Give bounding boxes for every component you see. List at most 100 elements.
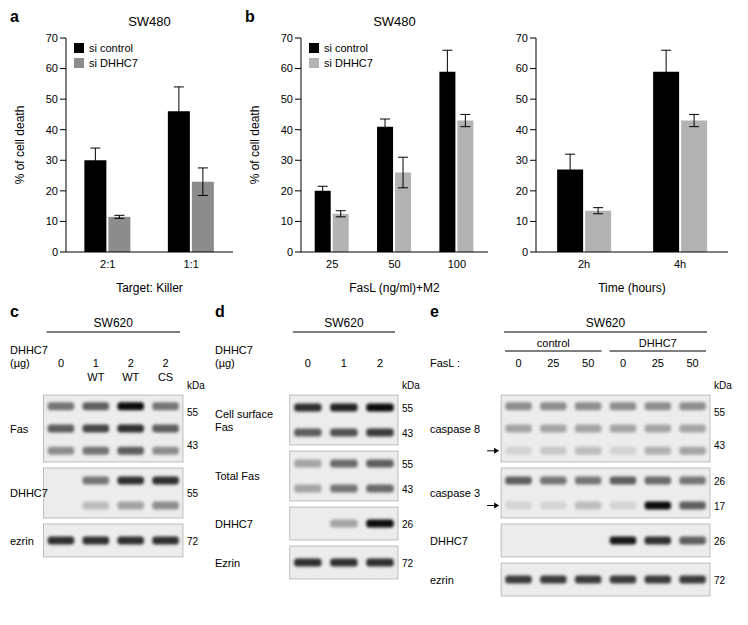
svg-text:17: 17 <box>714 501 726 512</box>
svg-text:Ezrin: Ezrin <box>215 557 240 569</box>
svg-text:43: 43 <box>402 428 414 439</box>
svg-text:2: 2 <box>128 357 134 369</box>
svg-text:70: 70 <box>46 32 58 44</box>
svg-text:DHHC7: DHHC7 <box>10 487 48 499</box>
svg-text:c: c <box>10 303 19 320</box>
svg-text:0: 0 <box>58 357 64 369</box>
svg-text:DHHC7: DHHC7 <box>430 535 468 547</box>
svg-text:0: 0 <box>52 246 58 258</box>
svg-text:FasL (ng/ml)+M2: FasL (ng/ml)+M2 <box>349 281 440 295</box>
svg-text:20: 20 <box>281 185 293 197</box>
svg-text:40: 40 <box>46 124 58 136</box>
svg-text:50: 50 <box>46 93 58 105</box>
svg-text:CS: CS <box>158 371 173 383</box>
svg-text:50: 50 <box>516 93 528 105</box>
svg-text:DHHC7: DHHC7 <box>215 344 253 356</box>
svg-text:50: 50 <box>388 258 400 270</box>
html-text:SW480: SW480 <box>373 14 416 29</box>
svg-text:e: e <box>430 303 439 320</box>
svg-text:Target: Killer: Target: Killer <box>116 281 183 295</box>
svg-text:DHHC7: DHHC7 <box>215 518 253 530</box>
svg-text:% of cell death: % of cell death <box>13 106 27 185</box>
svg-text:SW620: SW620 <box>324 316 364 330</box>
svg-text:43: 43 <box>402 484 414 495</box>
svg-text:10: 10 <box>46 215 58 227</box>
svg-text:30: 30 <box>281 154 293 166</box>
svg-text:0: 0 <box>515 357 521 369</box>
svg-text:kDa: kDa <box>187 380 205 391</box>
svg-text:0: 0 <box>287 246 293 258</box>
svg-text:25: 25 <box>326 258 338 270</box>
svg-text:70: 70 <box>516 32 528 44</box>
svg-text:50: 50 <box>686 357 698 369</box>
svg-text:2h: 2h <box>578 258 590 270</box>
svg-text:Total Fas: Total Fas <box>215 470 260 482</box>
svg-text:55: 55 <box>402 403 414 414</box>
svg-text:SW620: SW620 <box>586 316 626 330</box>
svg-text:DHHC7: DHHC7 <box>639 337 677 349</box>
svg-text:40: 40 <box>281 124 293 136</box>
svg-text:26: 26 <box>402 519 414 530</box>
svg-text:10: 10 <box>516 215 528 227</box>
svg-text:1:1: 1:1 <box>184 258 199 270</box>
svg-text:WT: WT <box>122 371 139 383</box>
svg-text:50: 50 <box>281 93 293 105</box>
svg-text:26: 26 <box>714 476 726 487</box>
svg-text:43: 43 <box>714 440 726 451</box>
svg-text:0: 0 <box>522 246 528 258</box>
svg-text:Cell surface: Cell surface <box>215 408 273 420</box>
svg-text:1: 1 <box>93 357 99 369</box>
svg-text:20: 20 <box>516 185 528 197</box>
svg-text:(µg): (µg) <box>10 357 30 369</box>
svg-text:% of cell death: % of cell death <box>248 106 262 185</box>
svg-text:FasL :: FasL : <box>430 357 460 369</box>
svg-text:25: 25 <box>652 357 664 369</box>
svg-text:(µg): (µg) <box>215 357 235 369</box>
svg-text:100: 100 <box>448 258 466 270</box>
svg-text:30: 30 <box>516 154 528 166</box>
svg-text:Time (hours): Time (hours) <box>598 281 666 295</box>
svg-text:caspase 3: caspase 3 <box>430 487 480 499</box>
svg-text:SW620: SW620 <box>94 316 134 330</box>
svg-text:kDa: kDa <box>402 380 420 391</box>
svg-text:55: 55 <box>187 488 199 499</box>
svg-text:ezrin: ezrin <box>430 574 454 586</box>
svg-text:43: 43 <box>187 440 199 451</box>
svg-text:50: 50 <box>582 357 594 369</box>
svg-text:10: 10 <box>281 215 293 227</box>
svg-text:55: 55 <box>402 459 414 470</box>
svg-text:60: 60 <box>516 62 528 74</box>
svg-text:70: 70 <box>281 32 293 44</box>
svg-text:60: 60 <box>281 62 293 74</box>
svg-text:4h: 4h <box>674 258 686 270</box>
svg-text:26: 26 <box>714 536 726 547</box>
svg-text:Fas: Fas <box>10 423 29 435</box>
svg-text:WT: WT <box>87 371 104 383</box>
svg-text:72: 72 <box>714 575 726 586</box>
svg-text:72: 72 <box>187 536 199 547</box>
svg-text:72: 72 <box>402 558 414 569</box>
svg-text:25: 25 <box>547 357 559 369</box>
svg-text:40: 40 <box>516 124 528 136</box>
svg-text:d: d <box>215 303 225 320</box>
svg-text:DHHC7: DHHC7 <box>10 344 48 356</box>
svg-text:Fas: Fas <box>215 421 234 433</box>
svg-text:2:1: 2:1 <box>100 258 115 270</box>
svg-text:2: 2 <box>163 357 169 369</box>
svg-text:caspase 8: caspase 8 <box>430 423 480 435</box>
svg-text:60: 60 <box>46 62 58 74</box>
svg-text:1: 1 <box>341 357 347 369</box>
html-text:SW480: SW480 <box>128 14 171 29</box>
svg-text:0: 0 <box>620 357 626 369</box>
svg-text:0: 0 <box>305 357 311 369</box>
svg-text:30: 30 <box>46 154 58 166</box>
svg-text:2: 2 <box>377 357 383 369</box>
svg-text:ezrin: ezrin <box>10 535 34 547</box>
svg-text:control: control <box>537 337 570 349</box>
svg-text:55: 55 <box>187 407 199 418</box>
html-text:si DHHC7: si DHHC7 <box>89 57 138 69</box>
svg-text:55: 55 <box>714 407 726 418</box>
svg-text:kDa: kDa <box>714 380 732 391</box>
svg-text:20: 20 <box>46 185 58 197</box>
html-text:si control: si control <box>89 42 133 54</box>
